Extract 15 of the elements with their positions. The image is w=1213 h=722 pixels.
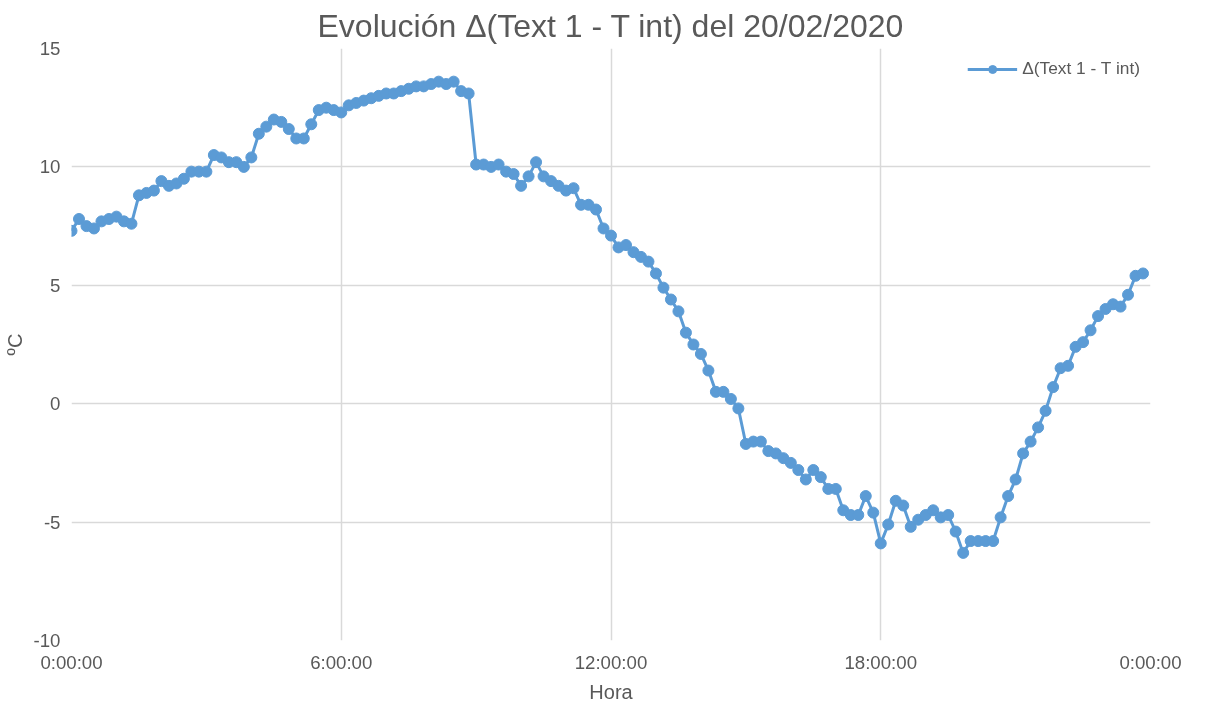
x-axis-title: Hora bbox=[589, 680, 634, 703]
x-tick-label: 0:00:00 bbox=[1119, 651, 1182, 673]
y-tick-label: 10 bbox=[39, 156, 61, 178]
legend-label: Δ(Text 1 - T int) bbox=[1022, 58, 1140, 79]
x-tick-label: 12:00:00 bbox=[574, 651, 648, 673]
x-tick-label: 0:00:00 bbox=[40, 651, 103, 673]
chart-title: Evolución Δ(Text 1 - T int) del 20/02/2020 bbox=[317, 7, 904, 44]
x-tick-label: 18:00:00 bbox=[844, 651, 918, 673]
y-tick-label: -10 bbox=[33, 630, 61, 651]
y-tick-label: 0 bbox=[50, 393, 61, 415]
y-tick-label: 15 bbox=[39, 38, 61, 59]
x-tick-label: 6:00:00 bbox=[310, 651, 373, 673]
y-tick-label: -5 bbox=[43, 511, 61, 533]
y-axis-title: ºC bbox=[3, 333, 26, 356]
y-tick-label: 5 bbox=[50, 274, 61, 296]
